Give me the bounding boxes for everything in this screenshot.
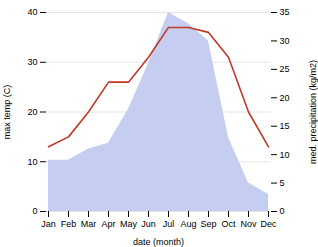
svg-text:10: 10	[280, 150, 290, 160]
svg-text:20: 20	[280, 93, 290, 103]
svg-text:Nov: Nov	[240, 219, 257, 229]
svg-text:0: 0	[32, 206, 37, 216]
svg-text:40: 40	[27, 7, 37, 17]
svg-text:35: 35	[280, 7, 290, 17]
svg-text:date (month): date (month)	[133, 237, 184, 247]
svg-text:Feb: Feb	[61, 219, 77, 229]
svg-text:Jan: Jan	[41, 219, 56, 229]
svg-text:Jun: Jun	[141, 219, 156, 229]
svg-text:May: May	[120, 219, 138, 229]
svg-text:0: 0	[280, 206, 285, 216]
svg-text:Apr: Apr	[101, 219, 115, 229]
svg-text:Mar: Mar	[81, 219, 97, 229]
svg-text:30: 30	[27, 57, 37, 67]
svg-text:15: 15	[280, 121, 290, 131]
svg-text:max temp (C): max temp (C)	[2, 85, 12, 140]
svg-text:Jul: Jul	[163, 219, 175, 229]
svg-text:Dec: Dec	[260, 219, 277, 229]
svg-text:20: 20	[27, 107, 37, 117]
svg-text:med. precipitation (kg/m2): med. precipitation (kg/m2)	[308, 60, 318, 164]
svg-text:Aug: Aug	[180, 219, 196, 229]
svg-text:25: 25	[280, 64, 290, 74]
svg-text:5: 5	[280, 178, 285, 188]
svg-text:10: 10	[27, 157, 37, 167]
svg-text:Sep: Sep	[200, 219, 216, 229]
svg-text:30: 30	[280, 36, 290, 46]
svg-text:Oct: Oct	[221, 219, 236, 229]
